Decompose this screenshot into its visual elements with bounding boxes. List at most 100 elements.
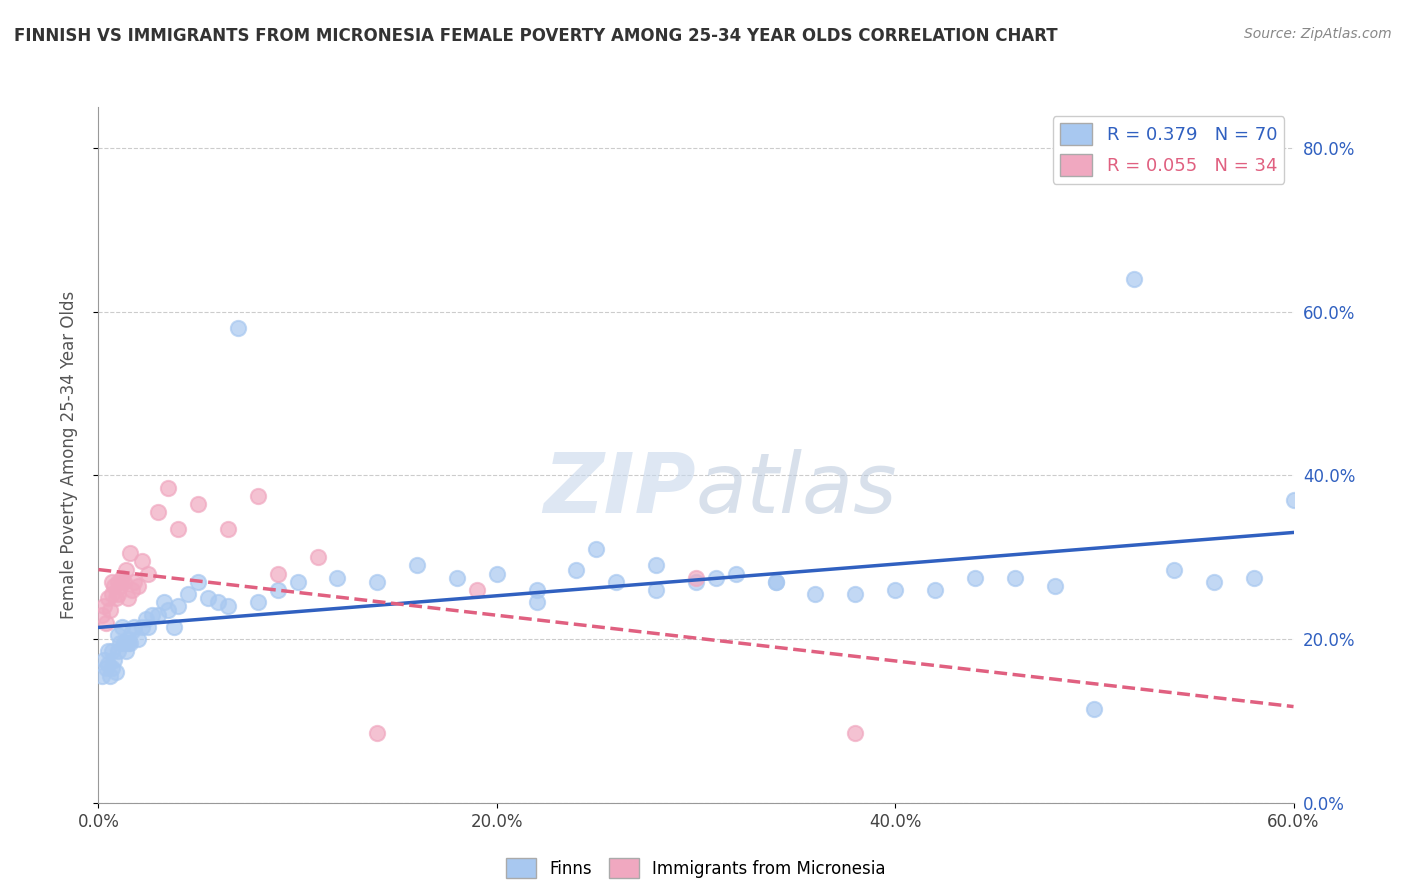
Point [187, 497, 209, 511]
Point [107, 574, 129, 589]
Point [97, 644, 120, 658]
Point [307, 550, 329, 565]
Point [112, 636, 135, 650]
Point [187, 574, 209, 589]
Point [844, 587, 866, 601]
Point [107, 628, 129, 642]
Point [91, 669, 114, 683]
Point [112, 574, 135, 589]
Point [93, 652, 115, 666]
Point [127, 632, 149, 646]
Point [120, 546, 142, 560]
Point [100, 669, 122, 683]
Point [326, 571, 349, 585]
Text: ZIP: ZIP [543, 450, 696, 530]
Point [765, 574, 787, 589]
Point [267, 566, 290, 581]
Point [366, 574, 388, 589]
Point [124, 620, 146, 634]
Point [1282, 492, 1305, 507]
Point [217, 599, 239, 614]
Point [217, 522, 239, 536]
Point [121, 582, 143, 597]
Point [585, 542, 607, 557]
Point [103, 579, 125, 593]
Point [117, 636, 139, 650]
Point [246, 595, 269, 609]
Point [1083, 701, 1105, 715]
Point [685, 574, 707, 589]
Point [115, 562, 138, 576]
Point [136, 620, 159, 634]
Point [117, 591, 139, 606]
Point [111, 571, 134, 585]
Point [157, 481, 180, 495]
Legend: Finns, Immigrants from Micronesia: Finns, Immigrants from Micronesia [499, 851, 893, 885]
Text: Source: ZipAtlas.com: Source: ZipAtlas.com [1244, 27, 1392, 41]
Point [685, 571, 707, 585]
Text: FINNISH VS IMMIGRANTS FROM MICRONESIA FEMALE POVERTY AMONG 25-34 YEAR OLDS CORRE: FINNISH VS IMMIGRANTS FROM MICRONESIA FE… [14, 27, 1057, 45]
Point [267, 582, 290, 597]
Point [167, 599, 190, 614]
Point [135, 612, 157, 626]
Point [101, 644, 124, 658]
Point [605, 574, 627, 589]
Point [724, 566, 747, 581]
Point [287, 574, 309, 589]
Point [120, 636, 142, 650]
Point [1004, 571, 1026, 585]
Point [115, 644, 138, 658]
Point [105, 665, 128, 679]
Point [446, 571, 468, 585]
Y-axis label: Female Poverty Among 25-34 Year Olds: Female Poverty Among 25-34 Year Olds [59, 291, 77, 619]
Point [110, 579, 132, 593]
Point [197, 591, 219, 606]
Point [107, 644, 129, 658]
Point [765, 574, 787, 589]
Point [96, 615, 118, 630]
Point [100, 603, 122, 617]
Point [485, 566, 508, 581]
Point [97, 657, 120, 671]
Point [246, 489, 269, 503]
Point [645, 582, 668, 597]
Point [111, 620, 134, 634]
Point [105, 591, 128, 606]
Point [101, 661, 124, 675]
Point [127, 579, 149, 593]
Point [141, 607, 163, 622]
Point [226, 321, 249, 335]
Point [148, 505, 170, 519]
Point [101, 574, 124, 589]
Point [924, 582, 946, 597]
Point [103, 652, 125, 666]
Point [1163, 562, 1185, 576]
Point [167, 522, 190, 536]
Point [177, 587, 200, 601]
Point [844, 726, 866, 740]
Point [1243, 571, 1265, 585]
Point [406, 558, 429, 573]
Point [121, 624, 143, 638]
Point [1043, 579, 1066, 593]
Point [884, 582, 907, 597]
Point [1123, 272, 1146, 286]
Point [526, 595, 548, 609]
Point [136, 566, 159, 581]
Point [101, 587, 124, 601]
Point [96, 661, 118, 675]
Point [110, 636, 132, 650]
Point [131, 554, 153, 568]
Point [153, 595, 176, 609]
Point [163, 620, 186, 634]
Point [117, 632, 139, 646]
Point [963, 571, 986, 585]
Point [91, 607, 114, 622]
Text: atlas: atlas [696, 450, 897, 530]
Point [565, 562, 588, 576]
Point [97, 591, 120, 606]
Point [366, 726, 388, 740]
Point [465, 582, 488, 597]
Point [148, 607, 170, 622]
Point [804, 587, 827, 601]
